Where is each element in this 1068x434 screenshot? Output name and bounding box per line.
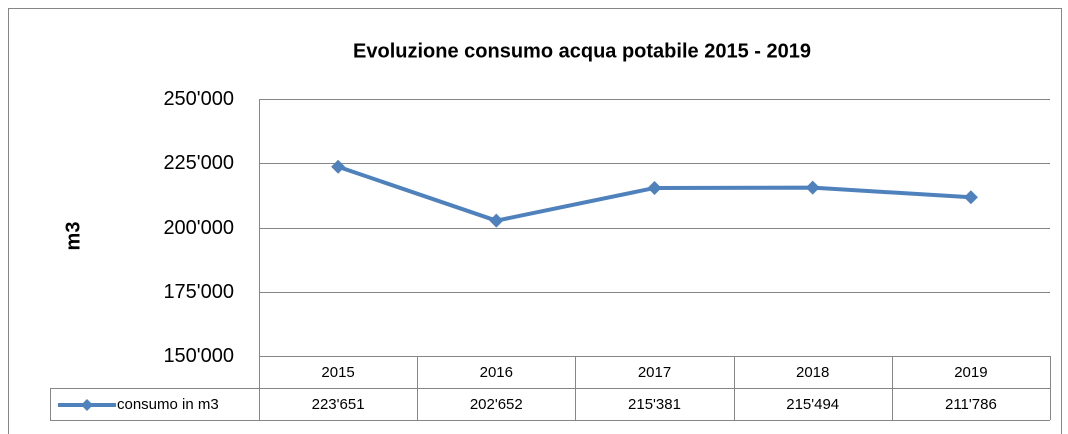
chart-title: Evoluzione consumo acqua potabile 2015 -… [353, 40, 811, 62]
y-tick-label: 225'000 [163, 152, 234, 174]
table-value: 223'651 [312, 396, 365, 413]
table-value: 211'786 [945, 396, 997, 413]
y-tick-label: 250'000 [163, 88, 234, 110]
y-tick-label: 200'000 [163, 217, 234, 239]
x-tick-label: 2016 [480, 364, 513, 381]
y-tick-label: 150'000 [163, 345, 234, 367]
x-tick-label: 2019 [954, 364, 987, 381]
table-value: 202'652 [470, 396, 523, 413]
x-tick-label: 2015 [321, 364, 354, 381]
x-tick-label: 2017 [638, 364, 671, 381]
chart-border [8, 8, 1062, 434]
legend-label: consumo in m3 [117, 396, 219, 413]
marker [805, 180, 820, 195]
marker [963, 190, 978, 205]
y-tick-label: 175'000 [163, 281, 234, 303]
y-axis-label: m3 [62, 222, 84, 251]
marker [647, 180, 662, 195]
table-value: 215'494 [786, 396, 839, 413]
legend-marker [81, 399, 93, 411]
marker [489, 213, 504, 228]
marker [331, 159, 346, 174]
table-value: 215'381 [628, 396, 681, 413]
x-tick-label: 2018 [796, 364, 829, 381]
